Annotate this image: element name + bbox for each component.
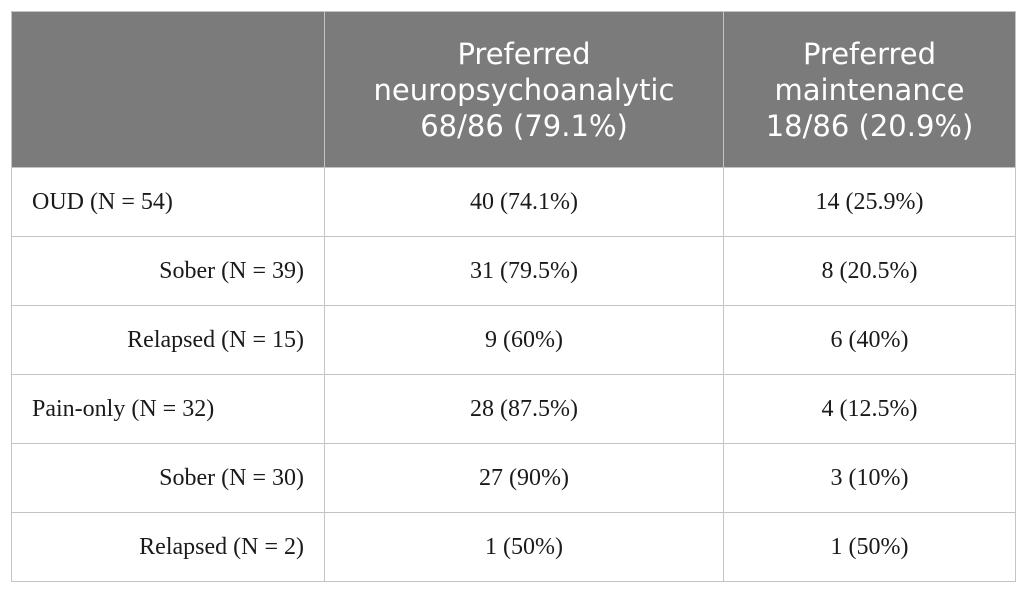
column-header: Preferred maintenance 18/86 (20.9%) — [723, 11, 1016, 168]
table-cell: 8 (20.5%) — [723, 236, 1016, 306]
table-header: Preferred neuropsychoanalytic 68/86 (79.1%… — [11, 11, 1016, 168]
table-row: Pain-only (N = 32) 28 (87.5%) 4 (12.5%) — [11, 374, 1016, 444]
header-line: neuropsychoanalytic — [373, 72, 675, 107]
header-line: 18/86 (20.9%) — [765, 108, 974, 143]
table-row: Relapsed (N = 2) 1 (50%) 1 (50%) — [11, 512, 1016, 582]
table-body: OUD (N = 54) 40 (74.1%) 14 (25.9%) Sober (N… — [11, 167, 1016, 582]
table-row: Sober (N = 30) 27 (90%) 3 (10%) — [11, 443, 1016, 513]
table-cell: 9 (60%) — [324, 305, 724, 375]
row-label: Relapsed (N = 2) — [11, 512, 325, 582]
table-cell: 1 (50%) — [324, 512, 724, 582]
column-header: Preferred neuropsychoanalytic 68/86 (79.1%… — [324, 11, 724, 168]
header-line: maintenance — [774, 72, 965, 107]
header-line: Preferred — [802, 36, 937, 71]
table-row: OUD (N = 54) 40 (74.1%) 14 (25.9%) — [11, 167, 1016, 237]
table-row: Relapsed (N = 15) 9 (60%) 6 (40%) — [11, 305, 1016, 375]
data-table: Preferred neuropsychoanalytic 68/86 (79.1%… — [11, 11, 1016, 582]
table-cell: 28 (87.5%) — [324, 374, 724, 444]
table-cell: 40 (74.1%) — [324, 167, 724, 237]
header-line: Preferred — [457, 36, 591, 71]
table-cell: 3 (10%) — [723, 443, 1016, 513]
row-label: Relapsed (N = 15) — [11, 305, 325, 375]
table-cell: 4 (12.5%) — [723, 374, 1016, 444]
table-cell: 6 (40%) — [723, 305, 1016, 375]
header-corner — [11, 11, 325, 168]
table-cell: 14 (25.9%) — [723, 167, 1016, 237]
row-label: Pain-only (N = 32) — [11, 374, 325, 444]
table-cell: 31 (79.5%) — [324, 236, 724, 306]
header-line: 68/86 (79.1%) — [420, 108, 628, 143]
row-label: OUD (N = 54) — [11, 167, 325, 237]
row-label: Sober (N = 30) — [11, 443, 325, 513]
table-row: Sober (N = 39) 31 (79.5%) 8 (20.5%) — [11, 236, 1016, 306]
table-cell: 1 (50%) — [723, 512, 1016, 582]
table-cell: 27 (90%) — [324, 443, 724, 513]
header-row: Preferred neuropsychoanalytic 68/86 (79.1%… — [11, 11, 1016, 168]
row-label: Sober (N = 39) — [11, 236, 325, 306]
